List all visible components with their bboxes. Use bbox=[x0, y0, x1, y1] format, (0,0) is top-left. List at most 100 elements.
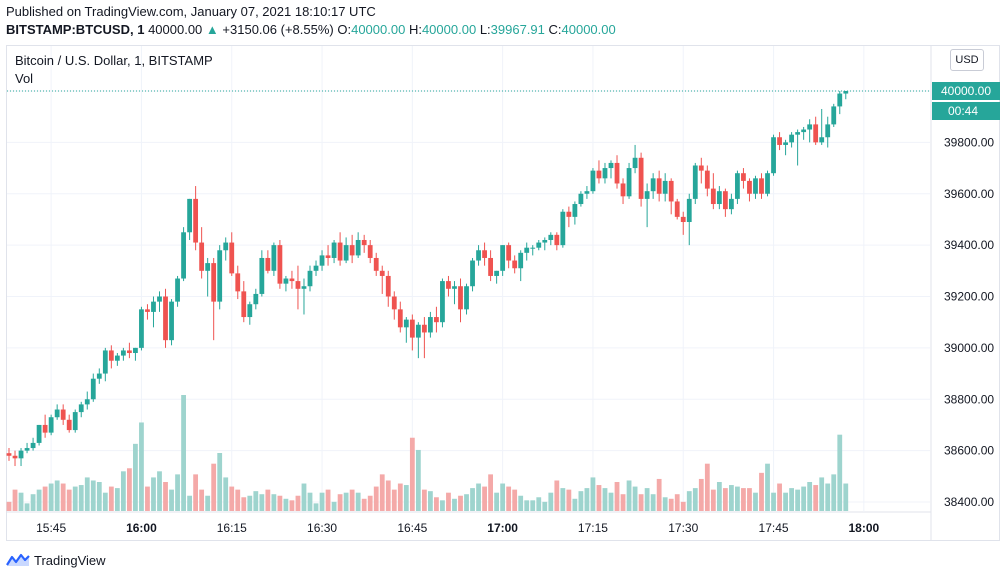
y-tick-label: 39000.00 bbox=[944, 341, 994, 355]
candle-body bbox=[458, 286, 463, 310]
candle-body bbox=[385, 275, 391, 297]
volume-bar bbox=[169, 489, 174, 511]
volume-bar bbox=[470, 488, 475, 511]
volume-bar bbox=[662, 497, 668, 511]
candle-body bbox=[656, 178, 662, 194]
x-tick-label: 16:45 bbox=[397, 521, 427, 535]
volume-bar bbox=[18, 492, 24, 511]
candle-body bbox=[259, 257, 265, 294]
candle-body bbox=[560, 211, 566, 246]
candle-body bbox=[54, 409, 60, 418]
volume-bar bbox=[638, 494, 644, 511]
y-tick-label: 39800.00 bbox=[944, 135, 994, 149]
candle-body bbox=[578, 193, 584, 205]
volume-bar bbox=[458, 495, 463, 511]
volume-bar bbox=[807, 482, 813, 511]
candle-body bbox=[825, 124, 831, 138]
candle-body bbox=[753, 178, 758, 194]
volume-bar bbox=[602, 488, 608, 511]
candle-body bbox=[831, 106, 837, 125]
volume-bar bbox=[789, 488, 794, 511]
volume-bar bbox=[566, 489, 572, 511]
volume-bar bbox=[650, 494, 656, 511]
volume-bar bbox=[554, 480, 560, 511]
volume-bar bbox=[114, 488, 120, 511]
series-title: Bitcoin / U.S. Dollar, 1, BITSTAMP bbox=[15, 53, 213, 68]
volume-bar bbox=[626, 480, 632, 511]
candle-body bbox=[662, 180, 668, 194]
candle-body bbox=[145, 309, 150, 312]
price-badge-label: 40000.00 bbox=[941, 84, 991, 98]
candle-body bbox=[488, 257, 493, 276]
candle-body bbox=[133, 347, 138, 354]
candle-body bbox=[18, 450, 24, 459]
candle-body bbox=[289, 278, 295, 282]
volume-bar bbox=[843, 483, 849, 511]
candle-body bbox=[692, 165, 698, 199]
candle-body bbox=[157, 296, 162, 302]
candle-body bbox=[331, 242, 337, 258]
candle-body bbox=[747, 180, 752, 194]
candle-body bbox=[337, 242, 343, 261]
candle-body bbox=[771, 137, 776, 174]
close-value: 40000.00 bbox=[561, 22, 616, 37]
x-tick-label: 16:15 bbox=[217, 521, 247, 535]
x-tick-label: 17:45 bbox=[759, 521, 789, 535]
candle-body bbox=[548, 234, 554, 240]
volume-bar bbox=[361, 498, 367, 511]
volume-bar bbox=[24, 503, 30, 511]
volume-bar bbox=[6, 501, 12, 511]
change-arrow-icon: ▲ bbox=[205, 22, 219, 37]
candle-body bbox=[247, 304, 253, 318]
volume-bar bbox=[343, 492, 349, 511]
volume-bar bbox=[379, 474, 385, 511]
volume-bar bbox=[271, 494, 277, 511]
candle-body bbox=[428, 317, 433, 333]
candle-body bbox=[512, 260, 518, 269]
volume-bar bbox=[373, 486, 379, 511]
volume-bar bbox=[692, 488, 698, 511]
volume-bar bbox=[127, 468, 132, 511]
candle-body bbox=[271, 245, 277, 271]
candle-body bbox=[494, 270, 500, 276]
volume-bar bbox=[175, 474, 180, 511]
candle-body bbox=[84, 399, 90, 405]
candle-body bbox=[464, 286, 469, 310]
volume-bar bbox=[434, 497, 439, 511]
volume-bar bbox=[289, 500, 295, 511]
candle-body bbox=[608, 162, 614, 169]
volume-bar bbox=[385, 480, 391, 511]
volume-bar bbox=[193, 474, 199, 511]
candle-body bbox=[391, 296, 397, 310]
currency-button[interactable]: USD bbox=[950, 49, 984, 71]
candle-body bbox=[434, 317, 439, 323]
volume-bar bbox=[187, 495, 192, 511]
chart-frame[interactable] bbox=[6, 45, 1000, 541]
candle-body bbox=[235, 273, 241, 292]
candle-body bbox=[807, 124, 813, 130]
volume-bar bbox=[729, 485, 734, 511]
candle-body bbox=[241, 291, 247, 318]
volume-bar bbox=[72, 486, 78, 511]
volume-bar bbox=[313, 503, 319, 511]
candle-body bbox=[795, 132, 801, 135]
open-label: O: bbox=[337, 22, 352, 37]
volume-bar bbox=[644, 488, 650, 511]
candle-body bbox=[223, 242, 229, 251]
volume-bar bbox=[253, 491, 259, 511]
candle-body bbox=[102, 350, 108, 374]
volume-bar bbox=[283, 498, 289, 511]
candle-body bbox=[12, 455, 18, 459]
volume-bar bbox=[307, 492, 313, 511]
volume-bar bbox=[440, 500, 445, 511]
candle-body bbox=[518, 252, 524, 269]
volume-bar bbox=[421, 489, 427, 511]
volume-bar bbox=[536, 497, 542, 511]
volume-title: Vol bbox=[15, 71, 34, 86]
volume-bar bbox=[265, 489, 271, 511]
footer-brand[interactable]: TradingView bbox=[6, 550, 106, 570]
volume-bar bbox=[133, 443, 138, 511]
low-label: L: bbox=[479, 22, 491, 37]
volume-bar bbox=[277, 495, 283, 511]
